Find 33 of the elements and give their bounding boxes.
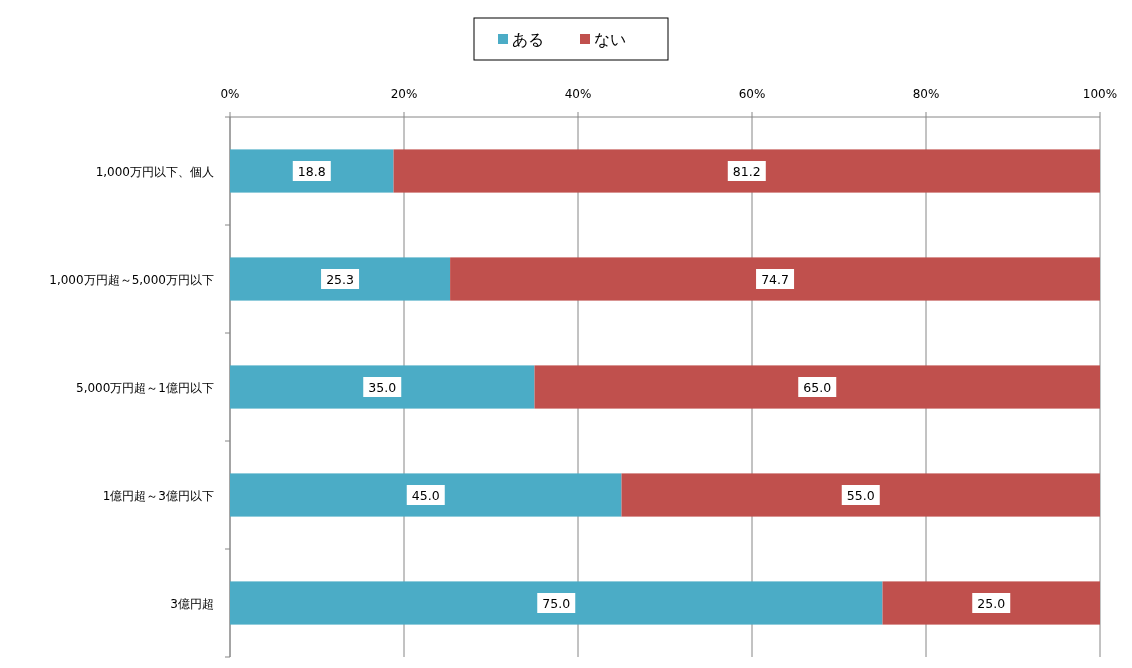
bar xyxy=(393,149,1100,193)
data-label: 35.0 xyxy=(368,379,397,395)
x-tick-label: 60% xyxy=(738,87,766,101)
bar xyxy=(534,365,1100,409)
bar xyxy=(882,581,1100,625)
x-tick-label: 20% xyxy=(390,87,418,101)
data-label: 74.7 xyxy=(761,271,789,287)
bar xyxy=(230,365,535,409)
y-tick-label: 1,000万円超～5,000万円以下 xyxy=(49,272,214,287)
x-tick-label: 0% xyxy=(220,87,240,101)
bar xyxy=(230,581,883,625)
legend-label: ない xyxy=(594,30,626,49)
bar xyxy=(230,473,622,517)
data-label: 55.0 xyxy=(846,487,875,503)
x-tick-label: 80% xyxy=(912,87,940,101)
bar xyxy=(621,473,1100,517)
data-label: 81.2 xyxy=(732,163,761,179)
x-tick-label: 100% xyxy=(1082,87,1118,101)
bar xyxy=(230,149,394,193)
data-label: 65.0 xyxy=(803,379,832,395)
y-tick-label: 1億円超～3億円以下 xyxy=(102,488,214,503)
data-label: 25.0 xyxy=(977,595,1006,611)
y-tick-label: 1,000万円以下、個人 xyxy=(95,164,214,179)
y-tick-label: 3億円超 xyxy=(170,596,214,611)
y-tick-label: 5,000万円超～1億円以下 xyxy=(76,380,214,395)
bar xyxy=(230,257,451,301)
bar xyxy=(450,257,1100,301)
legend-label: ある xyxy=(512,30,544,49)
data-label: 75.0 xyxy=(542,595,571,611)
data-label: 45.0 xyxy=(411,487,440,503)
data-label: 18.8 xyxy=(297,163,326,179)
x-tick-label: 40% xyxy=(564,87,592,101)
data-label: 25.3 xyxy=(326,271,354,287)
